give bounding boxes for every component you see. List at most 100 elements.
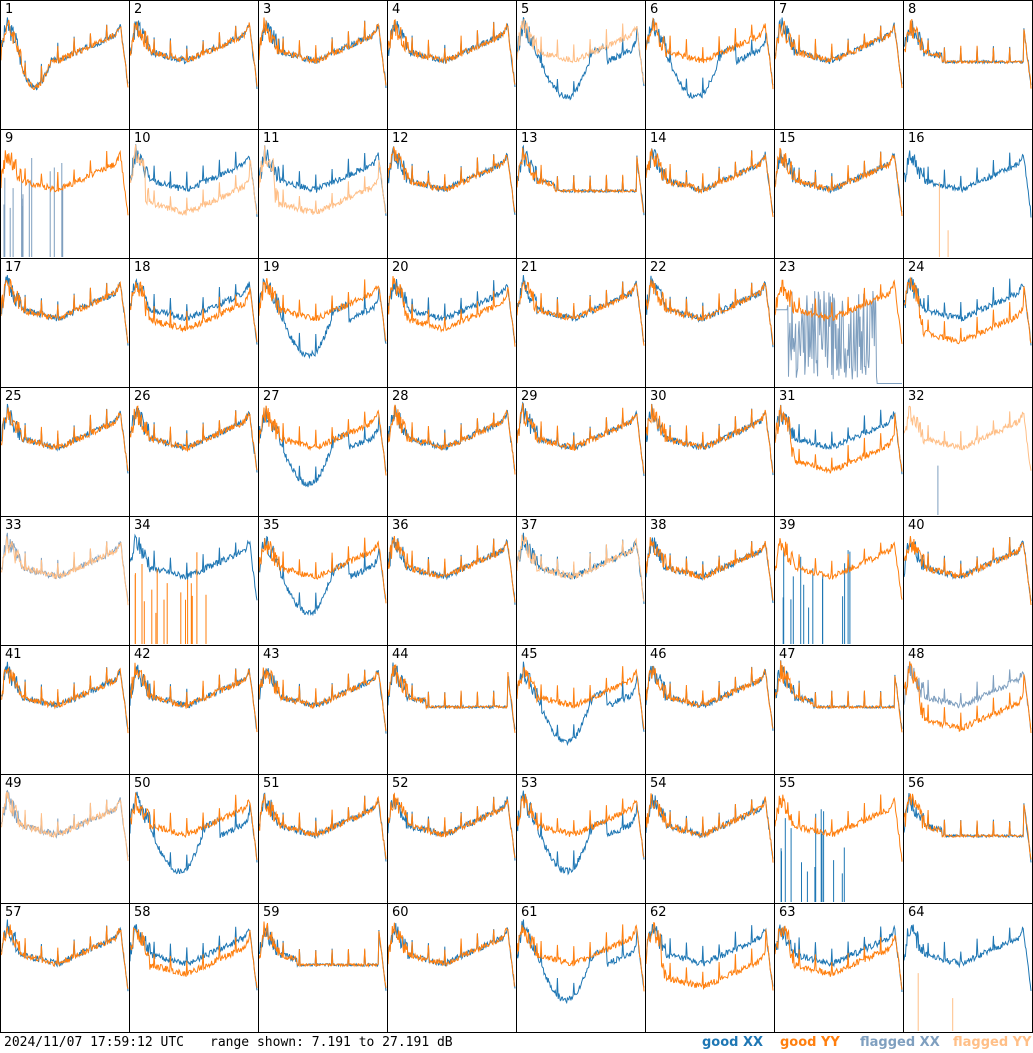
panel-label: 20 (392, 260, 409, 275)
panel-plot (775, 794, 903, 902)
panel-label: 40 (908, 518, 925, 533)
panel-plot (259, 921, 387, 991)
xx-trace (1, 919, 129, 992)
spectrum-panel: 46 (645, 645, 775, 775)
xx-trace (517, 532, 645, 604)
yy-trace (775, 925, 903, 990)
xx-trace (904, 793, 1032, 863)
xx-trace (646, 793, 774, 859)
panel-plot (646, 921, 774, 991)
panel-plot (130, 144, 258, 217)
panel-label: 14 (650, 131, 667, 146)
panel-plot (259, 405, 387, 488)
panel-plot (259, 792, 387, 862)
spectrum-panel: 27 (258, 387, 388, 517)
xx-trace (130, 277, 258, 345)
yy-trace (904, 793, 1032, 860)
spectrum-panel: 47 (774, 645, 904, 775)
panel-plot (1, 17, 129, 91)
panel-label: 45 (521, 647, 538, 662)
yy-trace (646, 793, 774, 863)
spectrum-panel: 44 (387, 645, 517, 775)
xx-trace (904, 277, 1032, 346)
panel-label: 4 (392, 2, 401, 17)
yy-trace (259, 793, 387, 860)
xx-trace (388, 794, 516, 861)
panel-plot (517, 532, 645, 604)
yy-trace (388, 404, 516, 475)
panel-label: 35 (263, 518, 280, 533)
panel-plot (1, 919, 129, 992)
spectrum-panel: 49 (0, 774, 130, 904)
range-text: range shown: 7.191 to 27.191 dB (210, 1035, 453, 1050)
spectrum-panel: 26 (129, 387, 259, 517)
panel-label: 30 (650, 389, 667, 404)
panel-plot (130, 405, 258, 473)
panel-label: 43 (263, 647, 280, 662)
panel-label: 64 (908, 905, 925, 920)
panel-plot (775, 404, 903, 475)
yy-trace (1, 536, 129, 606)
panel-plot (1, 149, 129, 257)
yy-trace (517, 666, 645, 730)
spectrum-panel: 3 (258, 0, 388, 130)
yy-trace (646, 148, 774, 217)
panel-label: 56 (908, 776, 925, 791)
spectrum-panel: 19 (258, 258, 388, 388)
panel-plot (646, 403, 774, 476)
spectrum-panel: 29 (516, 387, 646, 517)
spectrum-panel: 52 (387, 774, 517, 904)
panel-label: 18 (134, 260, 151, 275)
panel-label: 41 (5, 647, 22, 662)
panel-plot (517, 275, 645, 346)
panel-label: 25 (5, 389, 22, 404)
panel-label: 31 (779, 389, 796, 404)
yy-trace (259, 537, 387, 604)
panel-label: 7 (779, 2, 788, 17)
xx-trace (775, 290, 902, 384)
spectrum-panel: 25 (0, 387, 130, 517)
panel-plot (904, 150, 1032, 257)
yy-trace (259, 667, 387, 732)
spectrum-panel: 11 (258, 129, 388, 259)
panel-label: 23 (779, 260, 796, 275)
yy-trace (904, 18, 1032, 89)
spectrum-panel: 2 (129, 0, 259, 130)
panel-label: 27 (263, 389, 280, 404)
panel-label: 57 (5, 905, 22, 920)
spectrum-panel: 24 (903, 258, 1033, 388)
xx-trace (646, 537, 774, 604)
panel-plot (1, 532, 129, 606)
panel-plot (259, 145, 387, 216)
xx-trace (130, 791, 258, 875)
panel-plot (1, 275, 129, 346)
yy-trace (134, 552, 207, 644)
xx-trace (259, 925, 387, 991)
panel-label: 16 (908, 131, 925, 146)
spectrum-panel: 15 (774, 129, 904, 259)
yy-trace (646, 18, 774, 90)
xx-trace (904, 20, 1032, 86)
xx-trace (517, 661, 645, 747)
panel-label: 44 (392, 647, 409, 662)
panel-plot (904, 276, 1032, 346)
yy-trace (517, 534, 645, 602)
spectrum-panel: 54 (645, 774, 775, 904)
panel-label: 24 (908, 260, 925, 275)
panel-plot (388, 404, 516, 475)
panel-label: 3 (263, 2, 272, 17)
yy-trace (904, 405, 1032, 471)
xx-trace (130, 924, 258, 991)
spectrum-panel: 28 (387, 387, 517, 517)
xx-trace (259, 145, 387, 216)
yy-trace (517, 18, 645, 84)
xx-trace (259, 792, 387, 862)
panel-label: 58 (134, 905, 151, 920)
yy-trace (1, 667, 129, 734)
spectrum-panel: 4 (387, 0, 517, 130)
panel-label: 62 (650, 905, 667, 920)
panel-plot (130, 662, 258, 733)
xx-trace (517, 401, 645, 477)
yy-trace (646, 665, 774, 729)
